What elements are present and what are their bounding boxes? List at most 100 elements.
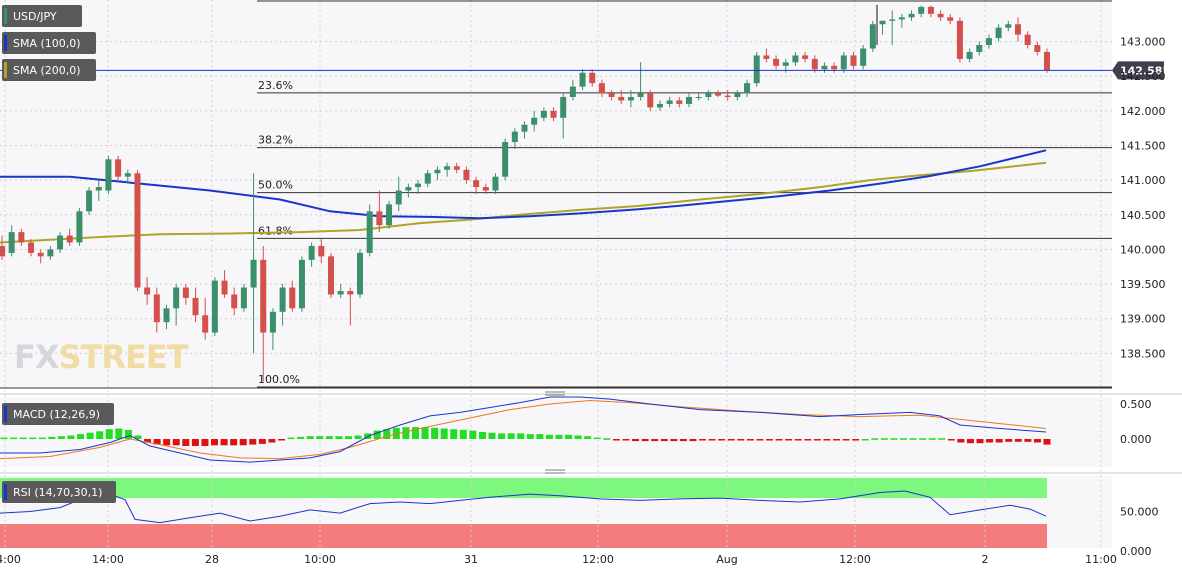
macd-histogram-bar <box>766 439 774 441</box>
macd-histogram-bar <box>373 430 381 439</box>
macd-histogram-bar <box>230 439 238 446</box>
macd-histogram-bar <box>727 439 735 441</box>
candle-body <box>415 183 422 188</box>
candle-body <box>211 280 218 333</box>
macd-panel <box>0 397 1112 467</box>
time-tick-label: 14:00 <box>92 553 124 566</box>
macd-histogram-bar <box>67 435 75 439</box>
candlesticks <box>0 4 1050 382</box>
macd-histogram-bar <box>431 427 439 439</box>
candle-body <box>395 190 402 205</box>
candle-body <box>192 297 199 316</box>
candle-body <box>337 291 344 295</box>
macd-histogram-bar <box>421 427 429 439</box>
candle-body <box>124 173 131 177</box>
time-tick-label: Aug <box>716 553 737 566</box>
fibonacci-label: 38.2% <box>258 134 293 147</box>
macd-histogram-bar <box>1014 439 1022 442</box>
candle-body <box>569 86 576 97</box>
candle-body <box>869 24 876 49</box>
candle-body <box>889 19 896 21</box>
candle-body <box>840 55 847 70</box>
candle-body <box>927 6 934 14</box>
candle-body <box>821 65 828 70</box>
candle-body <box>627 97 634 101</box>
macd-histogram-bar <box>153 439 161 445</box>
candle-body <box>966 51 973 59</box>
macd-histogram-bar <box>10 437 18 440</box>
candle-body <box>386 204 393 226</box>
candle-body <box>511 131 518 143</box>
candle-body <box>531 117 538 125</box>
candle-body <box>453 166 460 170</box>
candle-body <box>937 13 944 18</box>
sma100-tag[interactable]: SMA (100,0) <box>2 32 96 54</box>
candle-body <box>976 45 983 52</box>
candle-body <box>598 83 605 94</box>
candle-body <box>240 287 247 309</box>
symbol-tag[interactable]: USD/JPY <box>2 5 82 27</box>
macd-histogram-bar <box>411 427 419 439</box>
price-tick-label: 140.000 <box>1120 243 1166 256</box>
candle-body <box>134 173 141 288</box>
candle-body <box>444 166 451 170</box>
candle-body <box>560 97 567 118</box>
macd-histogram-bar <box>48 436 56 439</box>
candle-body <box>685 97 692 104</box>
macd-histogram-bar <box>440 428 448 439</box>
macd-histogram-bar <box>364 433 372 439</box>
candle-body <box>656 103 663 108</box>
macd-histogram-bar <box>450 429 458 439</box>
macd-histogram-bar <box>536 434 544 439</box>
macd-histogram-bar <box>287 437 295 440</box>
candle-body <box>1005 24 1012 28</box>
candle-body <box>734 93 741 97</box>
macd-histogram-bar <box>57 436 65 439</box>
macd-histogram-bar <box>775 439 783 441</box>
macd-tag[interactable]: MACD (12,26,9) <box>2 403 114 425</box>
macd-histogram-bar <box>718 439 726 441</box>
macd-histogram-bar <box>938 438 946 440</box>
macd-histogram-bar <box>115 428 123 439</box>
candle-body <box>173 287 180 309</box>
candle-body <box>579 72 586 87</box>
candle-body <box>37 252 44 257</box>
candle-body <box>908 13 915 18</box>
macd-histogram-bar <box>890 438 898 440</box>
macd-histogram-bar <box>507 433 515 439</box>
macd-histogram-bar <box>325 436 333 439</box>
macd-histogram-bar <box>498 433 506 439</box>
rsi-tick-label: 0.000 <box>1120 545 1152 558</box>
macd-histogram-bar <box>201 439 209 446</box>
resize-handle-icon[interactable] <box>545 469 565 474</box>
sma100-label: SMA (100,0) <box>13 37 81 50</box>
macd-histogram-bar <box>19 437 27 440</box>
macd-histogram-bar <box>689 439 697 442</box>
candle-body <box>105 159 112 191</box>
macd-histogram-bar <box>526 434 534 439</box>
sma200-tag[interactable]: SMA (200,0) <box>2 59 96 81</box>
macd-histogram-bar <box>852 439 860 441</box>
candle-body <box>18 232 25 243</box>
candle-body <box>918 6 925 14</box>
candle-body <box>221 280 228 295</box>
candle-body <box>715 93 722 96</box>
time-tick-label: 04:00 <box>0 553 21 566</box>
price-tick-label: 142.000 <box>1120 105 1166 118</box>
y-axes: 143.000 142.500 142.000 141.500 141.000 140.5… <box>1120 36 1166 558</box>
macd-histogram-bar <box>966 439 974 444</box>
symbol-label: USD/JPY <box>13 10 57 23</box>
rsi-tag[interactable]: RSI (14,70,30,1) <box>2 481 116 503</box>
resize-handle-icon[interactable] <box>545 391 565 396</box>
macd-histogram-bar <box>871 438 879 440</box>
macd-histogram-bar <box>478 432 486 439</box>
price-panel <box>0 0 1112 388</box>
candle-body <box>1044 51 1050 71</box>
candle-body <box>589 72 596 84</box>
macd-histogram-bar <box>172 439 180 446</box>
candle-body <box>424 173 431 184</box>
candle-body <box>831 65 838 70</box>
time-tick-label: 2 <box>982 553 989 566</box>
